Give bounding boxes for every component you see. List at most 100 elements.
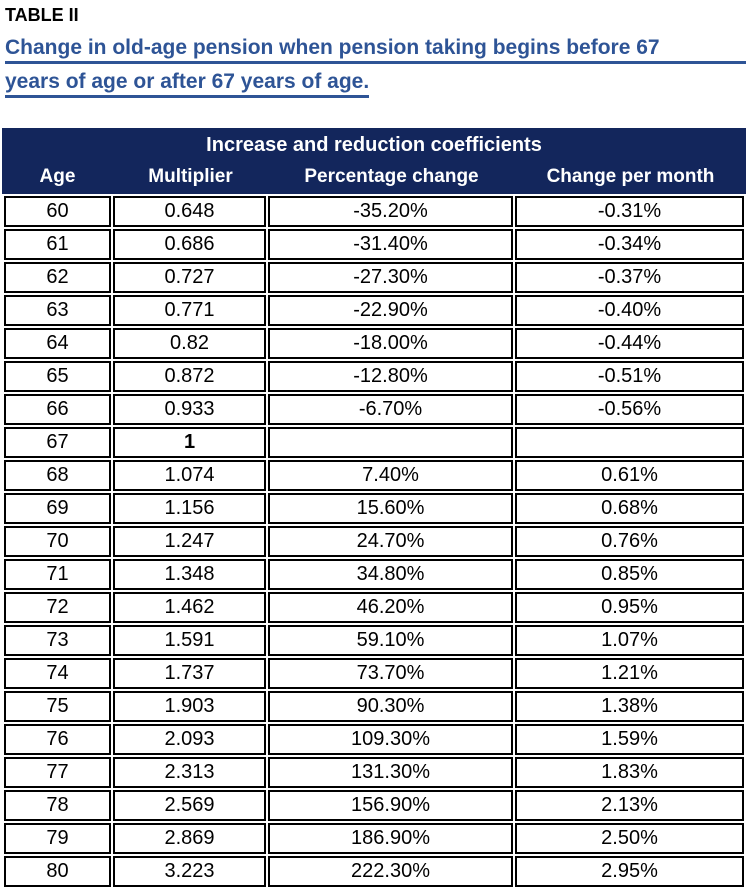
table-cell: 0.76% <box>515 526 744 557</box>
table-cell: -6.70% <box>268 394 513 425</box>
table-cell: -0.37% <box>515 262 744 293</box>
table-row: 74 1.737 73.70% 1.21% <box>4 658 744 689</box>
table-cell: 3.223 <box>113 856 266 887</box>
table-cell: -0.56% <box>515 394 744 425</box>
table-cell: 0.727 <box>113 262 266 293</box>
table-cell: 1.156 <box>113 493 266 524</box>
table-cell: -0.44% <box>515 328 744 359</box>
table-cell: 1.83% <box>515 757 744 788</box>
table-row: 73 1.591 59.10% 1.07% <box>4 625 744 656</box>
subtitle-line-2[interactable]: years of age or after 67 years of age. <box>5 70 370 98</box>
table-cell: -22.90% <box>268 295 513 326</box>
table-cell: 79 <box>4 823 111 854</box>
table-cell: 2.869 <box>113 823 266 854</box>
subtitle-link[interactable]: Change in old-age pension when pension t… <box>5 36 746 98</box>
table-cell: 1.737 <box>113 658 266 689</box>
table-row: 60 0.648 -35.20% -0.31% <box>4 196 744 227</box>
table-cell: 1.074 <box>113 460 266 491</box>
table-cell: 78 <box>4 790 111 821</box>
table-cell: 46.20% <box>268 592 513 623</box>
table-cell: 73.70% <box>268 658 513 689</box>
table-cell: -0.31% <box>515 196 744 227</box>
table-cell: 69 <box>4 493 111 524</box>
table-cell: 0.68% <box>515 493 744 524</box>
table-cell: -31.40% <box>268 229 513 260</box>
table-row: 63 0.771 -22.90% -0.40% <box>4 295 744 326</box>
table-row: 64 0.82 -18.00% -0.44% <box>4 328 744 359</box>
table-row: 67 1 <box>4 427 744 458</box>
table-title: Increase and reduction coefficients <box>206 134 542 156</box>
table-cell: 73 <box>4 625 111 656</box>
table-cell: 1.38% <box>515 691 744 722</box>
table-cell: 0.648 <box>113 196 266 227</box>
table-cell: 0.85% <box>515 559 744 590</box>
table-cell: 1.591 <box>113 625 266 656</box>
table-cell <box>268 427 513 458</box>
table-cell: 1 <box>113 427 266 458</box>
table-cell: 1.903 <box>113 691 266 722</box>
table-cell: 0.95% <box>515 592 744 623</box>
table-cell: 63 <box>4 295 111 326</box>
column-header-change-per-month: Change per month <box>546 166 715 187</box>
table-cell: 2.13% <box>515 790 744 821</box>
table-cell: -0.34% <box>515 229 744 260</box>
page-title: TABLE II <box>5 5 79 25</box>
column-header-row: Age Multiplier Percentage change Change … <box>2 161 746 194</box>
table-cell: 0.61% <box>515 460 744 491</box>
column-header-percentage-change: Percentage change <box>304 166 479 187</box>
table-row: 70 1.247 24.70% 0.76% <box>4 526 744 557</box>
column-header-age: Age <box>39 166 76 187</box>
coefficients-table: 60 0.648 -35.20% -0.31% 61 0.686 -31.40% -0.34%… <box>2 194 746 889</box>
table-cell: -18.00% <box>268 328 513 359</box>
table-cell: 62 <box>4 262 111 293</box>
table-cell: 1.348 <box>113 559 266 590</box>
table-cell: -0.51% <box>515 361 744 392</box>
table-row: 77 2.313 131.30% 1.83% <box>4 757 744 788</box>
table-cell: 186.90% <box>268 823 513 854</box>
table-cell: 71 <box>4 559 111 590</box>
table-body: 60 0.648 -35.20% -0.31% 61 0.686 -31.40% -0.34%… <box>4 196 744 887</box>
table-cell: 109.30% <box>268 724 513 755</box>
table-cell: 156.90% <box>268 790 513 821</box>
table-cell: 2.569 <box>113 790 266 821</box>
table-row: 78 2.569 156.90% 2.13% <box>4 790 744 821</box>
table-cell <box>515 427 744 458</box>
table-cell: 0.82 <box>113 328 266 359</box>
table-cell: 2.093 <box>113 724 266 755</box>
table-row: 75 1.903 90.30% 1.38% <box>4 691 744 722</box>
table-cell: -0.40% <box>515 295 744 326</box>
table-cell: 2.50% <box>515 823 744 854</box>
table-cell: -12.80% <box>268 361 513 392</box>
table-header-band: Increase and reduction coefficients Age … <box>2 128 746 194</box>
table-cell: 24.70% <box>268 526 513 557</box>
table-cell: 0.872 <box>113 361 266 392</box>
table-cell: 68 <box>4 460 111 491</box>
table-cell: 0.933 <box>113 394 266 425</box>
table-cell: 90.30% <box>268 691 513 722</box>
table-cell: 59.10% <box>268 625 513 656</box>
table-row: 76 2.093 109.30% 1.59% <box>4 724 744 755</box>
table-row: 62 0.727 -27.30% -0.37% <box>4 262 744 293</box>
table-row: 68 1.074 7.40% 0.61% <box>4 460 744 491</box>
subtitle-line-1[interactable]: Change in old-age pension when pension t… <box>5 36 746 64</box>
table-row: 72 1.462 46.20% 0.95% <box>4 592 744 623</box>
table-cell: 15.60% <box>268 493 513 524</box>
table-row: 79 2.869 186.90% 2.50% <box>4 823 744 854</box>
column-header-multiplier: Multiplier <box>148 166 233 187</box>
table-cell: 72 <box>4 592 111 623</box>
table-cell: 131.30% <box>268 757 513 788</box>
table-cell: 70 <box>4 526 111 557</box>
table-row: 71 1.348 34.80% 0.85% <box>4 559 744 590</box>
table-cell: 7.40% <box>268 460 513 491</box>
table-row: 69 1.156 15.60% 0.68% <box>4 493 744 524</box>
table-cell: 2.95% <box>515 856 744 887</box>
table-row: 65 0.872 -12.80% -0.51% <box>4 361 744 392</box>
table-row: 66 0.933 -6.70% -0.56% <box>4 394 744 425</box>
table-cell: 222.30% <box>268 856 513 887</box>
table-cell: 65 <box>4 361 111 392</box>
table-cell: 0.686 <box>113 229 266 260</box>
table-cell: -35.20% <box>268 196 513 227</box>
table-cell: 1.247 <box>113 526 266 557</box>
table-row: 61 0.686 -31.40% -0.34% <box>4 229 744 260</box>
table-cell: 76 <box>4 724 111 755</box>
